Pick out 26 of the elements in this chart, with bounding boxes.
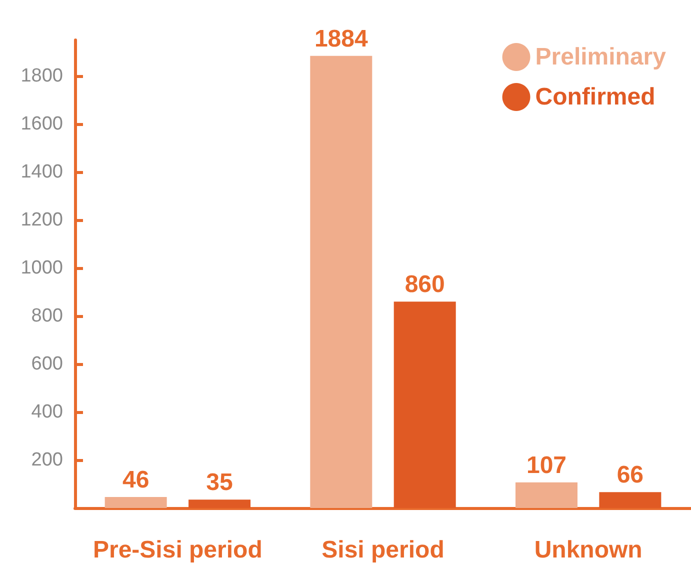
y-tick-label: 1800 [20, 66, 63, 86]
data-label: 860 [404, 271, 445, 298]
bar [599, 492, 662, 508]
y-tick-label: 1200 [20, 210, 63, 230]
y-tick-label: 1600 [20, 114, 63, 134]
y-tick-label: 400 [31, 402, 63, 422]
x-tick-label: Sisi period [322, 536, 444, 564]
data-label: 46 [122, 466, 150, 494]
bar [394, 302, 456, 508]
y-tick-label: 200 [31, 450, 63, 470]
bar [310, 56, 372, 508]
bar [104, 496, 167, 508]
data-label: 66 [616, 462, 644, 489]
data-label: 107 [526, 452, 567, 479]
bar [188, 500, 251, 508]
data-label: 1884 [314, 25, 368, 52]
y-tick-label: 1400 [20, 162, 63, 182]
bar [515, 482, 578, 508]
y-tick-label: 600 [31, 354, 63, 374]
x-tick-label: Unknown [534, 536, 642, 564]
y-tick-label: 1000 [20, 258, 63, 278]
legend-label: Preliminary [535, 44, 667, 70]
x-tick-label: Pre-Sisi period [92, 536, 262, 564]
data-label: 35 [206, 469, 233, 496]
y-tick-label: 800 [31, 306, 63, 326]
legend-label: Confirmed [535, 84, 656, 110]
